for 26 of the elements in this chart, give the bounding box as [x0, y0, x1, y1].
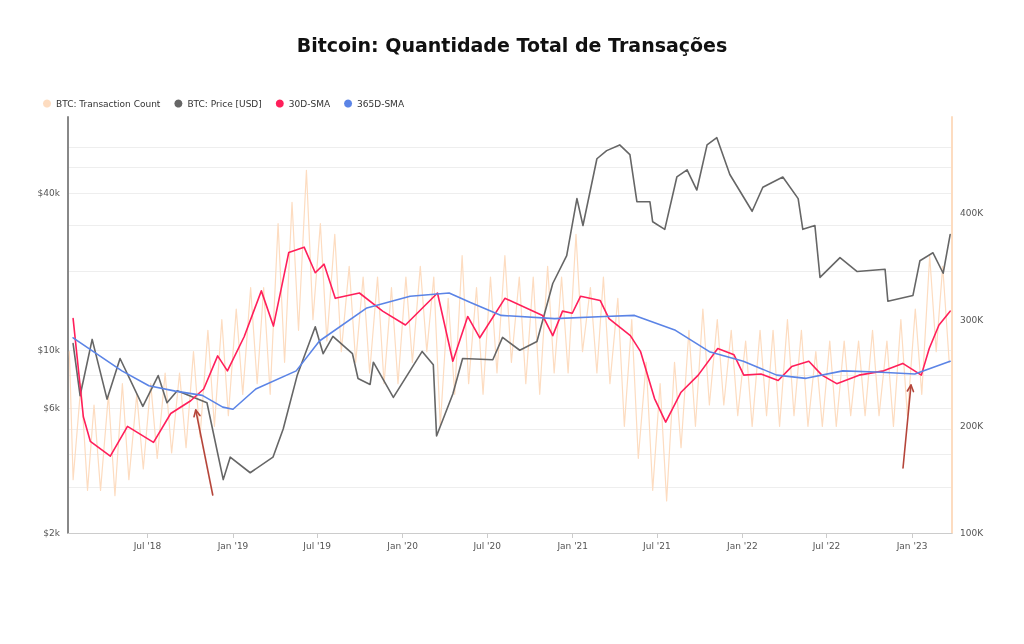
x-tick-label: Jan '21: [556, 540, 589, 551]
y2-tick-label: 100K: [960, 528, 985, 538]
x-tick-label: Jul '21: [642, 540, 671, 551]
line-series: [72, 136, 951, 481]
chart-title: Bitcoin: Quantidade Total de Transações: [296, 33, 728, 56]
x-tick-label: Jan '19: [216, 540, 249, 551]
legend-label: BTC: Transaction Count: [56, 98, 161, 109]
legend-label: 365D-SMA: [357, 98, 405, 109]
y2-tick-label: 200K: [960, 421, 985, 432]
y-tick-label: $6k: [43, 403, 61, 414]
x-tick-label: Jan '23: [895, 540, 928, 551]
legend-label: 30D-SMA: [288, 98, 331, 109]
line-series: [72, 292, 951, 411]
y2-tick-label: 400K: [960, 208, 985, 218]
y-tick-label: $2k: [43, 528, 61, 538]
y2-tick-label: 300K: [960, 314, 985, 325]
legend-label: BTC: Price [USD]: [187, 98, 262, 109]
x-tick-label: Jul '22: [811, 540, 841, 551]
x-tick-label: Jul '18: [132, 540, 162, 551]
y-tick-label: $10k: [37, 345, 61, 356]
x-tick-label: Jan '22: [726, 540, 758, 551]
x-tick-label: Jul '20: [472, 540, 502, 551]
y-tick-label: $40k: [37, 187, 61, 198]
line-series: [72, 246, 951, 457]
x-tick-label: Jan '20: [386, 540, 419, 551]
x-tick-label: Jul '19: [302, 540, 332, 551]
